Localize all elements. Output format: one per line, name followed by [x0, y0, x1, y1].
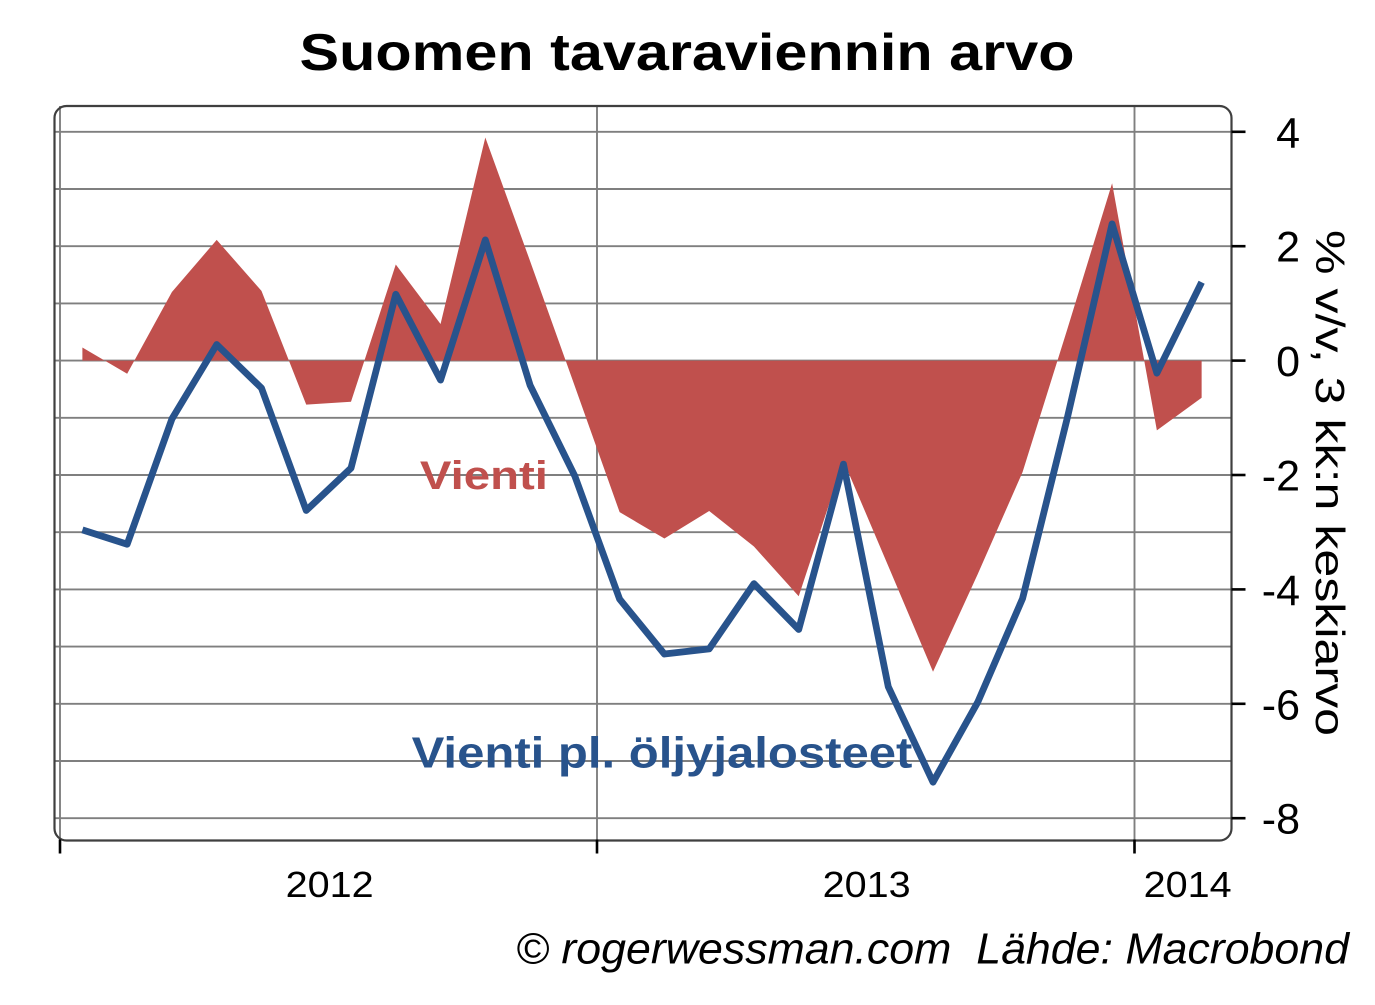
svg-text:Vienti: Vienti: [420, 454, 548, 498]
svg-text:4: 4: [1276, 109, 1300, 157]
svg-text:-8: -8: [1262, 796, 1300, 844]
svg-text:2: 2: [1276, 224, 1300, 272]
svg-text:2014: 2014: [1144, 864, 1232, 905]
svg-text:2012: 2012: [286, 864, 374, 905]
svg-text:Suomen tavaraviennin arvo: Suomen tavaraviennin arvo: [300, 24, 1075, 82]
svg-text:2013: 2013: [823, 864, 911, 905]
svg-text:© rogerwessman.com Lähde: Mac: © rogerwessman.com Lähde: Macrobond: [516, 925, 1351, 974]
svg-text:0: 0: [1276, 338, 1300, 386]
svg-text:-4: -4: [1262, 567, 1300, 615]
svg-text:Vienti pl. öljyjalosteet: Vienti pl. öljyjalosteet: [412, 728, 913, 777]
svg-text:-6: -6: [1262, 681, 1300, 729]
svg-text:-2: -2: [1262, 453, 1300, 501]
svg-text:% v/v, 3 kk:n keskiarvo: % v/v, 3 kk:n keskiarvo: [1307, 230, 1353, 736]
